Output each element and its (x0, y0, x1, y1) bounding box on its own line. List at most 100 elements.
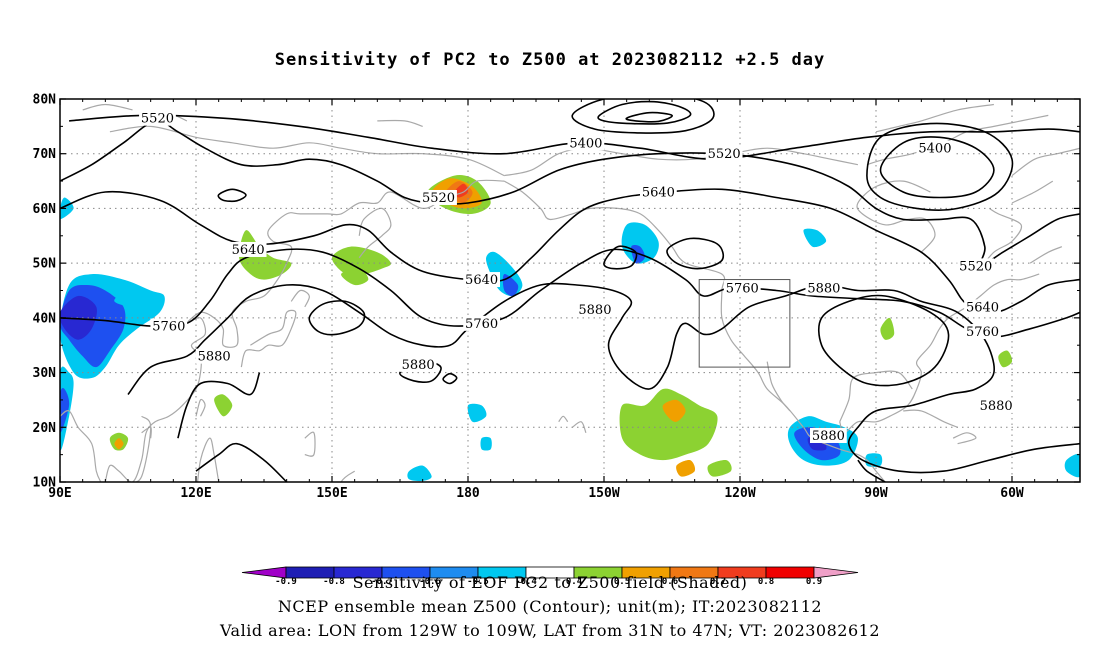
contour-line (817, 294, 950, 387)
shaded-area (214, 394, 233, 417)
coastline (839, 370, 913, 423)
contour-line (127, 282, 1080, 474)
contour-label-bg (229, 241, 267, 257)
contour-label-bg (463, 272, 500, 288)
contour-label-bg (810, 427, 847, 443)
contour-label-bg (150, 318, 188, 334)
x-tick-label: 60W (1000, 486, 1024, 501)
coastline (504, 147, 859, 177)
contour-line (60, 248, 1080, 338)
contour-line (625, 111, 673, 123)
colorbar-label: -0.7 (371, 577, 393, 587)
contour-line (857, 459, 886, 482)
contour-line (308, 300, 366, 336)
coastline (109, 125, 505, 177)
grid-lines (60, 99, 1080, 482)
shaded-area (880, 317, 895, 340)
contour-label: 5880 (980, 399, 1013, 414)
colorbar-label: 0.6 (662, 577, 678, 587)
shaded-area (407, 465, 432, 482)
colorbar-label: 0.8 (758, 577, 774, 587)
contour-label-bg (916, 140, 954, 156)
contour-label: 5640 (465, 273, 498, 288)
contour-line (603, 245, 638, 270)
colorbar-label: 0.7 (710, 577, 726, 587)
colorbar-label: -0.5 (467, 577, 489, 587)
coastline (304, 431, 316, 457)
coastline (240, 309, 297, 368)
contour-label-bg (964, 299, 1001, 315)
colorbar-label: -0.6 (419, 577, 441, 587)
shaded-area (467, 403, 487, 423)
contour-label: 5880 (198, 350, 231, 365)
colorbar-label: 0.9 (806, 577, 822, 587)
coastline (866, 114, 1049, 166)
contour-label: 5760 (152, 320, 185, 335)
contour-label: 5880 (812, 429, 845, 444)
contour-label-bg (964, 324, 1001, 340)
contour-label: 5520 (141, 112, 174, 127)
contour-label: 5520 (708, 147, 741, 162)
coastline (104, 179, 505, 482)
axis-ticks: 90E 120E 150E 180 150W 120W 90W 60W 10N 20N 30N 40N… (33, 93, 1080, 501)
y-tick-label: 50N (33, 257, 57, 272)
coastline (766, 361, 791, 412)
y-tick-label: 40N (33, 311, 57, 326)
contour-line (177, 372, 261, 439)
y-tick-label: 20N (33, 421, 57, 436)
colorbar: -0.9 -0.8 -0.7 -0.6 -0.5 -0.4 0.4 0.5 0.6 0.7 0.8 0… (241, 566, 859, 587)
contour-label: 5520 (959, 259, 992, 274)
colorbar-label: 0.4 (566, 577, 583, 587)
y-tick-label: 10N (33, 476, 57, 491)
y-tick-label: 70N (33, 147, 57, 162)
contour-label-bg (399, 356, 437, 372)
contour-label-bg (139, 110, 176, 126)
y-tick-label: 30N (33, 366, 57, 381)
colorbar-label: -0.4 (515, 577, 537, 587)
footer-line-shading: Sensitivity of EOF PC2 to Z500 field (Sh… (352, 573, 748, 592)
coastline (290, 289, 310, 308)
contour-label: 5400 (569, 136, 602, 151)
contour-label: 5880 (578, 303, 611, 318)
contour-label: 5760 (726, 281, 759, 296)
x-tick-label: 150E (316, 486, 347, 501)
contour-label-bg (957, 258, 995, 274)
coastline (839, 273, 1040, 434)
x-tick-label: 180 (456, 486, 480, 501)
coastline (903, 409, 958, 428)
shaded-area (114, 438, 124, 450)
coastline (558, 415, 569, 423)
contour-label-bg (705, 146, 743, 162)
x-tick-label: 120E (180, 486, 211, 501)
coastline (1011, 147, 1080, 177)
x-tick-label: 90E (48, 486, 71, 501)
footer-line-valid-area: Valid area: LON from 129W to 109W, LAT f… (219, 621, 881, 640)
contour-label-bg (420, 189, 457, 205)
shaded-area (114, 290, 151, 308)
shaded-area (341, 268, 369, 286)
contour-line (217, 188, 247, 203)
shaded-area (480, 436, 492, 451)
shaded-area (707, 459, 732, 477)
coastline (141, 426, 152, 439)
contour-label: 5520 (422, 191, 455, 206)
shaded-area (621, 222, 659, 264)
shaded-area (502, 274, 519, 297)
coastline (358, 207, 392, 259)
coastline (875, 103, 994, 133)
contour-label-bg (723, 280, 761, 296)
contour-label: 5400 (918, 142, 951, 157)
colorbar-arrow-right (813, 566, 859, 579)
shaded-area (662, 399, 686, 422)
contour-line (60, 188, 1080, 314)
contour-line (442, 372, 458, 385)
chart-title: Sensitivity of PC2 to Z500 at 2023082112… (274, 50, 826, 70)
contour-label-bg (805, 280, 843, 296)
contour-label: 5640 (966, 300, 999, 315)
contour-label: 5640 (642, 186, 675, 201)
y-tick-label: 60N (33, 202, 57, 217)
footer-line-contour: NCEP ensemble mean Z500 (Contour); unit(… (277, 597, 823, 616)
coastline (1029, 246, 1063, 264)
contour-label: 5640 (232, 243, 265, 258)
